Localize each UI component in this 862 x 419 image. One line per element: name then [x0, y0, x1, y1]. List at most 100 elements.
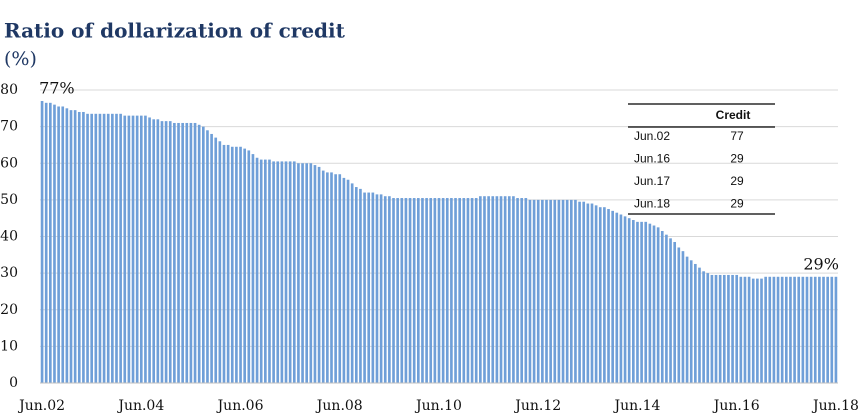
bar — [722, 274, 726, 383]
bar — [611, 210, 614, 383]
bar — [491, 196, 495, 383]
bar — [751, 278, 755, 383]
bar — [160, 121, 164, 383]
bar — [40, 100, 44, 384]
bar — [615, 212, 619, 383]
bar — [346, 179, 350, 383]
y-tick-label: 20 — [0, 302, 18, 318]
bar — [350, 183, 354, 383]
bar — [247, 150, 251, 383]
x-tick-label: Jun.14 — [613, 398, 661, 414]
y-tick-label: 30 — [0, 265, 18, 281]
bar — [44, 102, 48, 383]
bar — [206, 130, 209, 383]
bar — [652, 225, 656, 383]
bar — [301, 163, 304, 383]
y-tick-label: 60 — [0, 155, 18, 171]
table-cell: Jun.17 — [634, 174, 670, 188]
bar — [284, 161, 288, 383]
bar — [77, 111, 81, 383]
bar — [305, 163, 309, 383]
bar — [193, 122, 197, 384]
bar — [685, 256, 689, 383]
bar — [379, 194, 383, 383]
bar — [441, 198, 445, 383]
bar — [528, 199, 532, 383]
bar — [569, 199, 573, 383]
bar — [111, 113, 114, 384]
bar — [115, 113, 118, 384]
table-cell: 77 — [730, 129, 744, 143]
bar — [94, 113, 98, 384]
bar — [90, 113, 94, 384]
chart-subtitle: (%) — [4, 48, 37, 70]
bar — [743, 276, 747, 383]
bar — [756, 278, 759, 383]
bar — [524, 198, 528, 383]
bar — [388, 196, 391, 383]
bar — [433, 198, 437, 383]
bar — [553, 199, 557, 383]
bar — [718, 274, 722, 383]
x-tick-label: Jun.10 — [414, 398, 462, 414]
bar — [689, 260, 693, 383]
bar — [454, 198, 457, 383]
bar — [747, 276, 751, 383]
y-tick-label: 10 — [0, 338, 18, 354]
bar — [197, 124, 201, 383]
bar — [541, 199, 544, 383]
bar — [623, 216, 627, 383]
bar — [768, 276, 772, 383]
bar — [656, 227, 660, 383]
bar — [450, 198, 453, 383]
bar — [586, 203, 590, 383]
bar — [235, 146, 238, 383]
bar — [363, 192, 366, 383]
bar — [714, 274, 718, 383]
bar — [156, 119, 160, 384]
bar — [466, 198, 470, 383]
bar — [371, 192, 375, 383]
bar — [292, 161, 296, 383]
bar — [106, 113, 110, 384]
bar — [483, 196, 486, 383]
bar — [582, 201, 586, 383]
bar — [549, 199, 552, 383]
bar — [309, 163, 313, 383]
bar — [805, 276, 809, 383]
x-tick-label: Jun.02 — [17, 398, 65, 414]
bar — [458, 198, 461, 383]
bar — [82, 111, 85, 383]
bar — [276, 161, 280, 383]
x-tick-label: Jun.06 — [216, 398, 264, 414]
bar — [669, 238, 672, 383]
y-tick-label: 70 — [0, 119, 18, 135]
bar — [392, 198, 395, 383]
bar — [321, 170, 325, 383]
bar — [561, 199, 565, 383]
y-tick-label: 0 — [9, 375, 18, 391]
bar — [536, 199, 540, 383]
bar — [520, 198, 524, 383]
bar — [627, 218, 631, 383]
data-label: 29% — [803, 254, 839, 273]
bar — [375, 194, 379, 383]
bar — [681, 251, 685, 383]
bar — [809, 276, 813, 383]
bar — [272, 161, 275, 383]
bar — [702, 271, 705, 383]
bar — [226, 144, 230, 383]
bar — [408, 198, 412, 383]
bar — [86, 113, 89, 384]
table-cell: 29 — [730, 174, 744, 188]
bar — [598, 207, 602, 383]
bar — [660, 231, 664, 383]
bar — [148, 117, 151, 383]
bar — [495, 196, 499, 383]
bar — [834, 276, 838, 383]
bar — [813, 276, 817, 383]
bar — [268, 159, 271, 383]
bar — [53, 104, 56, 384]
bar — [644, 221, 648, 383]
bar — [594, 205, 598, 383]
